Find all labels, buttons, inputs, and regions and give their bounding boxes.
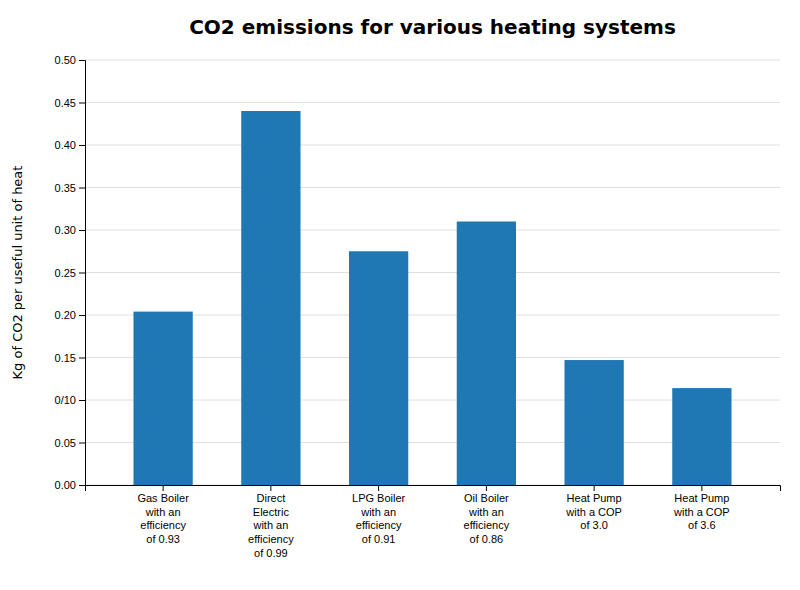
bar (672, 388, 731, 485)
bar (457, 222, 516, 486)
tick-label: 0.20 (55, 309, 76, 321)
tick: 0/10 (55, 394, 85, 406)
tick-label-line: of 3.0 (580, 519, 608, 531)
tick: Oil Boiler with anefficiency of 0.86 (464, 485, 510, 545)
tick-label-line: with an (360, 506, 396, 518)
tick-label-line: Gas Boiler (137, 492, 189, 504)
tick-label-line: Heat Pump (567, 492, 622, 504)
tick-label-line: with a COP (565, 506, 622, 518)
tick-mark (79, 315, 85, 316)
grid-line (85, 60, 780, 61)
grid-line (85, 145, 780, 146)
tick-mark (79, 188, 85, 189)
tick: Heat Pump with a COPof 3.6 (673, 485, 730, 531)
tick-label-line: Heat Pump (674, 492, 729, 504)
tick-label: 0.50 (55, 54, 76, 66)
tick-label: 0.00 (55, 479, 76, 491)
tick-label-line: with an (468, 506, 504, 518)
bar (564, 360, 623, 485)
tick-label-line: Direct (257, 492, 286, 504)
tick: 0.45 (55, 97, 85, 109)
tick-label-line: efficiency (356, 519, 402, 531)
tick-mark (79, 485, 85, 486)
tick-label-line: of 0.93 (146, 533, 180, 545)
tick-label: Oil Boiler with anefficiency of 0.86 (464, 492, 510, 545)
chart: 0.00 0.05 0/10 0.15 0.20 0.25 0.30 0.35 0.40 0.45… (0, 0, 800, 590)
tick-mark (79, 60, 85, 61)
tick: Heat Pump with a COPof 3.0 (565, 485, 622, 531)
grid-line (85, 102, 780, 103)
tick: Gas Boiler with anefficiency of 0.93 (137, 485, 189, 545)
plot: 0.00 0.05 0/10 0.15 0.20 0.25 0.30 0.35 0.40 0.45… (55, 54, 781, 559)
tick: 0.00 (55, 479, 85, 491)
tick-mark (79, 358, 85, 359)
tick-mark (79, 443, 85, 444)
tick-mark (270, 485, 271, 491)
tick-label: 0.15 (55, 352, 76, 364)
tick: 0.30 (55, 224, 85, 236)
tick-label-line: efficiency (248, 533, 294, 545)
bar (241, 111, 300, 485)
tick-label: 0.40 (55, 139, 76, 151)
tick-mark (79, 103, 85, 104)
x-axis: Gas Boilerwith anefficiencyof 0.93Direct… (86, 485, 781, 559)
tick: 0.40 (55, 139, 85, 151)
tick: 0.20 (55, 309, 85, 321)
tick: 0.05 (55, 437, 85, 449)
grid (85, 60, 780, 485)
grid-line (85, 272, 780, 273)
tick: LPG Boiler with anefficiency of 0.91 (352, 485, 406, 545)
tick-mark (486, 485, 487, 491)
tick-label-line: LPG Boiler (352, 492, 406, 504)
y-axis-title: Kg of CO2 per useful unit of heat (10, 166, 25, 380)
tick-label-line: with an (145, 506, 181, 518)
tick-mark (594, 485, 595, 491)
axis-line (86, 486, 781, 492)
tick-label: Heat Pump with a COPof 3.6 (673, 492, 730, 532)
bar (349, 251, 408, 485)
tick: Direct Electricwith an efficiency of 0.99 (248, 485, 294, 559)
tick-label: 0.30 (55, 224, 76, 236)
tick-label-line: Electric (253, 506, 290, 518)
tick-label: Heat Pump with a COPof 3.0 (565, 492, 622, 532)
tick-label: Gas Boiler with anefficiency of 0.93 (137, 492, 189, 545)
bar (133, 312, 192, 485)
tick-label: 0.35 (55, 182, 76, 194)
tick: 0.15 (55, 352, 85, 364)
tick-mark (163, 485, 164, 491)
tick-label-line: with a COP (673, 506, 730, 518)
y-axis: 0.00 0.05 0/10 0.15 0.20 0.25 0.30 0.35 0.40 0.45… (55, 54, 86, 491)
tick-label-line: of 0.99 (254, 547, 288, 559)
tick-mark (701, 485, 702, 491)
tick-mark (79, 273, 85, 274)
tick-label-line: of 0.91 (362, 533, 396, 545)
tick-label: 0.45 (55, 97, 76, 109)
tick: 0.50 (55, 54, 85, 66)
tick-label: LPG Boiler with anefficiency of 0.91 (352, 492, 406, 545)
tick-mark (378, 485, 379, 491)
tick-mark (79, 400, 85, 401)
tick: 0.35 (55, 182, 85, 194)
tick-label: Direct Electricwith an efficiency of 0.99 (248, 492, 294, 559)
tick-label-line: with an (252, 519, 288, 531)
tick-label-line: efficiency (140, 519, 186, 531)
title: CO2 emissions for various heating system… (189, 15, 676, 39)
bars (133, 111, 731, 485)
tick-label-line: efficiency (464, 519, 510, 531)
grid-line (85, 187, 780, 188)
tick-label-line: Oil Boiler (464, 492, 509, 504)
tick-label: 0.05 (55, 437, 76, 449)
tick: 0.25 (55, 267, 85, 279)
tick-label-line: of 0.86 (470, 533, 504, 545)
tick-label: 0.25 (55, 267, 76, 279)
tick-label-line: of 3.6 (688, 519, 716, 531)
tick-mark (79, 145, 85, 146)
tick-mark (79, 230, 85, 231)
grid-line (85, 230, 780, 231)
tick-label: 0/10 (55, 394, 76, 406)
axis-line (79, 61, 86, 486)
